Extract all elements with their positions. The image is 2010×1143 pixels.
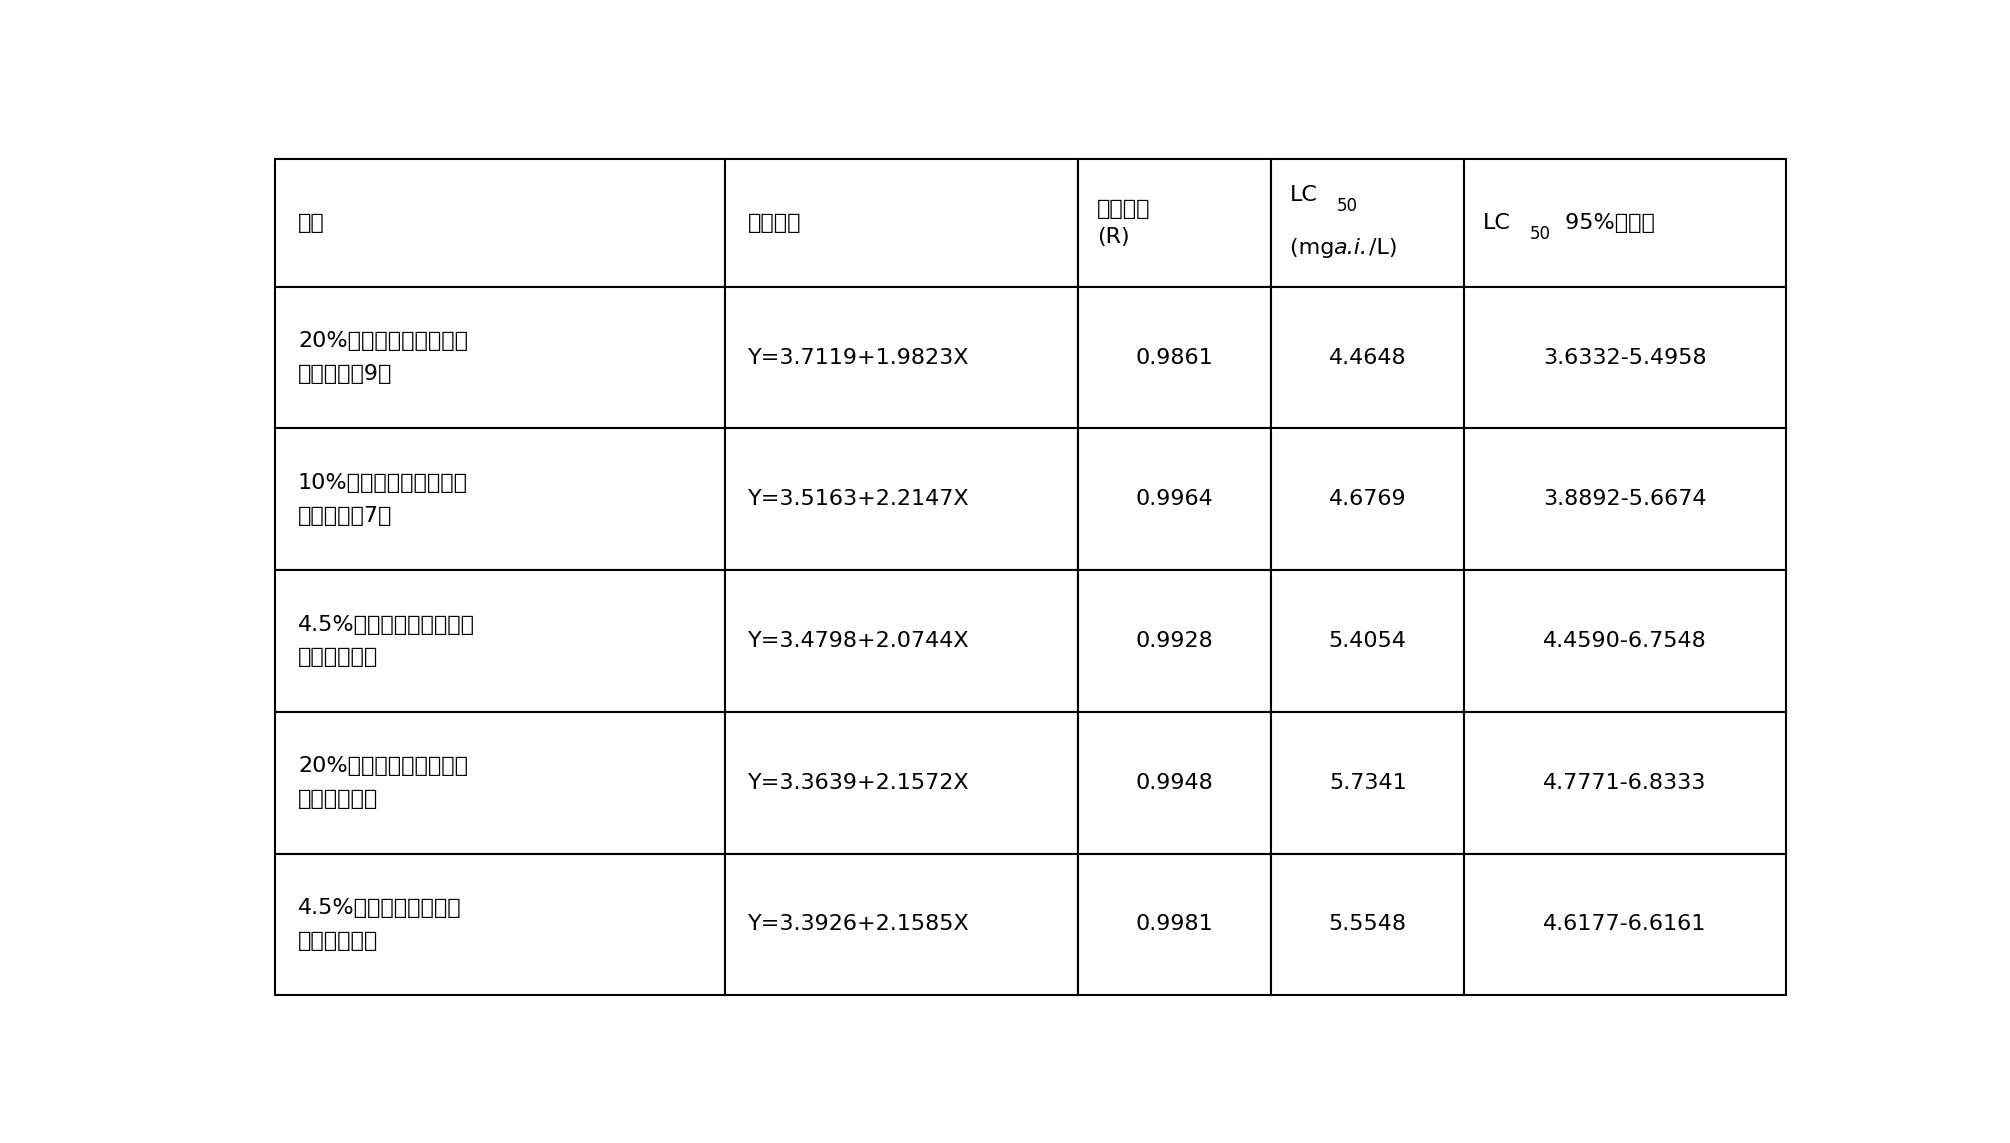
- Text: 4.7771-6.8333: 4.7771-6.8333: [1544, 773, 1706, 793]
- Text: 0.9861: 0.9861: [1136, 347, 1214, 368]
- Text: a.i.: a.i.: [1333, 239, 1367, 258]
- Bar: [275, 712, 726, 854]
- Bar: [1270, 287, 1463, 429]
- Bar: [1077, 429, 1270, 570]
- Bar: [275, 854, 726, 996]
- Text: 50: 50: [1530, 225, 1550, 243]
- Text: 药剂: 药剂: [297, 213, 326, 233]
- Text: LC: LC: [1290, 185, 1319, 205]
- Text: Y=3.4798+2.0744X: Y=3.4798+2.0744X: [748, 631, 969, 652]
- Text: 5.5548: 5.5548: [1329, 914, 1407, 935]
- Text: 4.5%高效氯氰菊酯微乳剂
（现有产品）: 4.5%高效氯氰菊酯微乳剂 （现有产品）: [297, 615, 474, 668]
- Bar: [726, 429, 1077, 570]
- Bar: [275, 570, 726, 712]
- Bar: [275, 287, 726, 429]
- Text: 0.9964: 0.9964: [1136, 489, 1214, 510]
- Text: 相关系数
(R): 相关系数 (R): [1097, 199, 1150, 247]
- Bar: [1463, 429, 1785, 570]
- Bar: [1270, 429, 1463, 570]
- Text: 95%置信限: 95%置信限: [1558, 213, 1654, 233]
- Bar: [726, 287, 1077, 429]
- Text: 3.8892-5.6674: 3.8892-5.6674: [1544, 489, 1706, 510]
- Text: 4.4648: 4.4648: [1329, 347, 1407, 368]
- Text: Y=3.5163+2.2147X: Y=3.5163+2.2147X: [748, 489, 969, 510]
- Text: 50: 50: [1337, 198, 1357, 215]
- Text: 10%高效氯氰菊酯微乳粉
剂（实施例7）: 10%高效氯氰菊酯微乳粉 剂（实施例7）: [297, 473, 468, 526]
- Bar: [1463, 159, 1785, 287]
- Bar: [1270, 159, 1463, 287]
- Bar: [1463, 854, 1785, 996]
- Text: 20%高效氯氰菊酯微乳粒
剂（实施例9）: 20%高效氯氰菊酯微乳粒 剂（实施例9）: [297, 331, 468, 384]
- Bar: [1463, 712, 1785, 854]
- Text: Y=3.7119+1.9823X: Y=3.7119+1.9823X: [748, 347, 969, 368]
- Bar: [726, 712, 1077, 854]
- Text: (mg: (mg: [1290, 239, 1341, 258]
- Bar: [1270, 854, 1463, 996]
- Text: 4.4590-6.7548: 4.4590-6.7548: [1544, 631, 1706, 652]
- Bar: [1270, 712, 1463, 854]
- Text: LC: LC: [1483, 213, 1512, 233]
- Bar: [275, 159, 726, 287]
- Text: 20%高效氯氰菊酯乳粒剂
（现有产品）: 20%高效氯氰菊酯乳粒剂 （现有产品）: [297, 757, 468, 809]
- Text: /L): /L): [1369, 239, 1397, 258]
- Bar: [726, 570, 1077, 712]
- Bar: [1077, 712, 1270, 854]
- Bar: [1077, 570, 1270, 712]
- Text: 回归直线: 回归直线: [748, 213, 802, 233]
- Text: 5.4054: 5.4054: [1329, 631, 1407, 652]
- Text: 5.7341: 5.7341: [1329, 773, 1407, 793]
- Text: 4.6769: 4.6769: [1329, 489, 1407, 510]
- Bar: [1077, 159, 1270, 287]
- Bar: [1270, 570, 1463, 712]
- Bar: [1077, 854, 1270, 996]
- Text: 0.9928: 0.9928: [1136, 631, 1214, 652]
- Text: 3.6332-5.4958: 3.6332-5.4958: [1544, 347, 1706, 368]
- Bar: [1077, 287, 1270, 429]
- Bar: [726, 854, 1077, 996]
- Text: 0.9981: 0.9981: [1136, 914, 1214, 935]
- Text: 4.6177-6.6161: 4.6177-6.6161: [1544, 914, 1706, 935]
- Text: 0.9948: 0.9948: [1136, 773, 1214, 793]
- Text: 4.5%高效氯氰菊酯乳油
（现有产品）: 4.5%高效氯氰菊酯乳油 （现有产品）: [297, 898, 462, 951]
- Bar: [1463, 287, 1785, 429]
- Text: Y=3.3926+2.1585X: Y=3.3926+2.1585X: [748, 914, 969, 935]
- Bar: [726, 159, 1077, 287]
- Bar: [1463, 570, 1785, 712]
- Text: Y=3.3639+2.1572X: Y=3.3639+2.1572X: [748, 773, 969, 793]
- Bar: [275, 429, 726, 570]
